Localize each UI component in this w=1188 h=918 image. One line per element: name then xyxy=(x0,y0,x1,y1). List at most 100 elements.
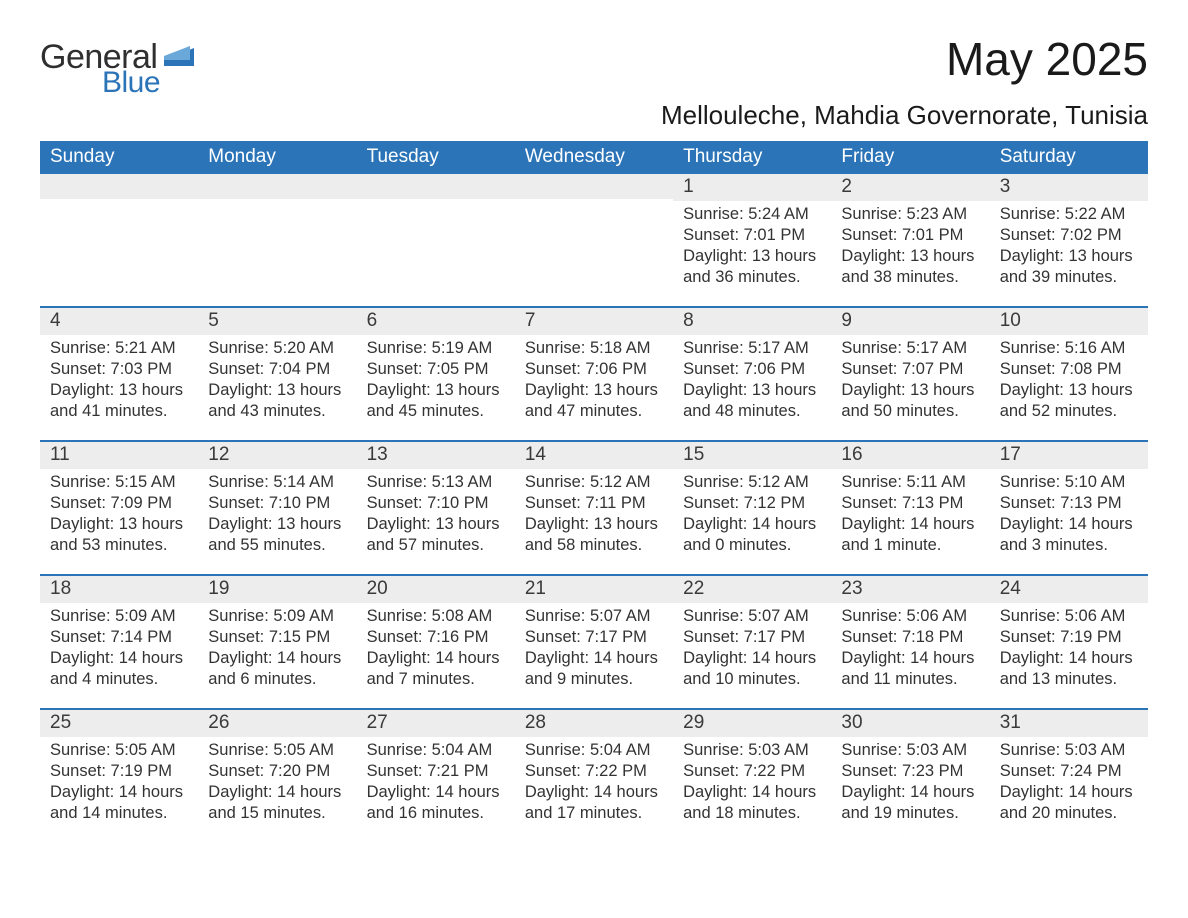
daylight-line: Daylight: 13 hours and 45 minutes. xyxy=(367,380,505,422)
day-cell: 14Sunrise: 5:12 AMSunset: 7:11 PMDayligh… xyxy=(515,442,673,574)
day-body: Sunrise: 5:07 AMSunset: 7:17 PMDaylight:… xyxy=(515,603,673,690)
daylight-line: Daylight: 13 hours and 36 minutes. xyxy=(683,246,821,288)
sunrise-line: Sunrise: 5:10 AM xyxy=(1000,472,1138,493)
day-body xyxy=(40,199,198,202)
daylight-line: Daylight: 13 hours and 57 minutes. xyxy=(367,514,505,556)
weekday-header: Monday xyxy=(198,141,356,174)
weekday-header-row: SundayMondayTuesdayWednesdayThursdayFrid… xyxy=(40,141,1148,174)
day-cell: 29Sunrise: 5:03 AMSunset: 7:22 PMDayligh… xyxy=(673,710,831,842)
day-number: 13 xyxy=(357,442,515,469)
day-number: 25 xyxy=(40,710,198,737)
day-number: 17 xyxy=(990,442,1148,469)
title-block: May 2025 Mellouleche, Mahdia Governorate… xyxy=(661,36,1148,131)
sunrise-line: Sunrise: 5:19 AM xyxy=(367,338,505,359)
day-number xyxy=(198,174,356,199)
week-row: 4Sunrise: 5:21 AMSunset: 7:03 PMDaylight… xyxy=(40,306,1148,440)
sunrise-line: Sunrise: 5:08 AM xyxy=(367,606,505,627)
sunset-line: Sunset: 7:10 PM xyxy=(367,493,505,514)
day-number: 19 xyxy=(198,576,356,603)
brand-logo: General Blue xyxy=(40,36,198,98)
day-number: 3 xyxy=(990,174,1148,201)
sunset-line: Sunset: 7:16 PM xyxy=(367,627,505,648)
day-number: 11 xyxy=(40,442,198,469)
sunrise-line: Sunrise: 5:05 AM xyxy=(208,740,346,761)
sunset-line: Sunset: 7:06 PM xyxy=(525,359,663,380)
day-number: 10 xyxy=(990,308,1148,335)
day-number xyxy=(357,174,515,199)
sunset-line: Sunset: 7:22 PM xyxy=(525,761,663,782)
sunrise-line: Sunrise: 5:14 AM xyxy=(208,472,346,493)
day-number: 5 xyxy=(198,308,356,335)
day-number: 16 xyxy=(831,442,989,469)
sunrise-line: Sunrise: 5:17 AM xyxy=(841,338,979,359)
daylight-line: Daylight: 14 hours and 4 minutes. xyxy=(50,648,188,690)
calendar-body: 1Sunrise: 5:24 AMSunset: 7:01 PMDaylight… xyxy=(40,174,1148,842)
day-body: Sunrise: 5:06 AMSunset: 7:19 PMDaylight:… xyxy=(990,603,1148,690)
weekday-header: Thursday xyxy=(673,141,831,174)
daylight-line: Daylight: 14 hours and 0 minutes. xyxy=(683,514,821,556)
flag-icon xyxy=(164,42,198,68)
day-body: Sunrise: 5:21 AMSunset: 7:03 PMDaylight:… xyxy=(40,335,198,422)
daylight-line: Daylight: 14 hours and 1 minute. xyxy=(841,514,979,556)
day-number: 14 xyxy=(515,442,673,469)
day-number: 21 xyxy=(515,576,673,603)
day-body: Sunrise: 5:18 AMSunset: 7:06 PMDaylight:… xyxy=(515,335,673,422)
daylight-line: Daylight: 13 hours and 55 minutes. xyxy=(208,514,346,556)
sunrise-line: Sunrise: 5:06 AM xyxy=(841,606,979,627)
calendar: SundayMondayTuesdayWednesdayThursdayFrid… xyxy=(40,141,1148,842)
sunset-line: Sunset: 7:04 PM xyxy=(208,359,346,380)
sunrise-line: Sunrise: 5:24 AM xyxy=(683,204,821,225)
weekday-header: Tuesday xyxy=(357,141,515,174)
day-number: 28 xyxy=(515,710,673,737)
day-number: 15 xyxy=(673,442,831,469)
sunrise-line: Sunrise: 5:03 AM xyxy=(1000,740,1138,761)
sunset-line: Sunset: 7:09 PM xyxy=(50,493,188,514)
sunset-line: Sunset: 7:02 PM xyxy=(1000,225,1138,246)
day-cell: 2Sunrise: 5:23 AMSunset: 7:01 PMDaylight… xyxy=(831,174,989,306)
day-body: Sunrise: 5:07 AMSunset: 7:17 PMDaylight:… xyxy=(673,603,831,690)
sunrise-line: Sunrise: 5:04 AM xyxy=(525,740,663,761)
sunrise-line: Sunrise: 5:06 AM xyxy=(1000,606,1138,627)
day-body: Sunrise: 5:14 AMSunset: 7:10 PMDaylight:… xyxy=(198,469,356,556)
day-body xyxy=(357,199,515,202)
day-cell: 22Sunrise: 5:07 AMSunset: 7:17 PMDayligh… xyxy=(673,576,831,708)
sunrise-line: Sunrise: 5:07 AM xyxy=(683,606,821,627)
day-number: 4 xyxy=(40,308,198,335)
day-cell xyxy=(198,174,356,306)
daylight-line: Daylight: 14 hours and 16 minutes. xyxy=(367,782,505,824)
sunrise-line: Sunrise: 5:09 AM xyxy=(50,606,188,627)
sunrise-line: Sunrise: 5:04 AM xyxy=(367,740,505,761)
day-body: Sunrise: 5:06 AMSunset: 7:18 PMDaylight:… xyxy=(831,603,989,690)
sunset-line: Sunset: 7:13 PM xyxy=(841,493,979,514)
daylight-line: Daylight: 13 hours and 38 minutes. xyxy=(841,246,979,288)
day-body: Sunrise: 5:09 AMSunset: 7:14 PMDaylight:… xyxy=(40,603,198,690)
sunset-line: Sunset: 7:13 PM xyxy=(1000,493,1138,514)
day-cell: 27Sunrise: 5:04 AMSunset: 7:21 PMDayligh… xyxy=(357,710,515,842)
weekday-header: Friday xyxy=(831,141,989,174)
daylight-line: Daylight: 13 hours and 48 minutes. xyxy=(683,380,821,422)
day-number: 31 xyxy=(990,710,1148,737)
day-number: 6 xyxy=(357,308,515,335)
page: General Blue May 2025 Mellouleche, Mahdi… xyxy=(0,0,1188,862)
sunset-line: Sunset: 7:14 PM xyxy=(50,627,188,648)
day-cell: 16Sunrise: 5:11 AMSunset: 7:13 PMDayligh… xyxy=(831,442,989,574)
day-cell: 12Sunrise: 5:14 AMSunset: 7:10 PMDayligh… xyxy=(198,442,356,574)
sunset-line: Sunset: 7:07 PM xyxy=(841,359,979,380)
day-body: Sunrise: 5:03 AMSunset: 7:23 PMDaylight:… xyxy=(831,737,989,824)
daylight-line: Daylight: 13 hours and 47 minutes. xyxy=(525,380,663,422)
day-number: 9 xyxy=(831,308,989,335)
weekday-header: Wednesday xyxy=(515,141,673,174)
sunset-line: Sunset: 7:21 PM xyxy=(367,761,505,782)
day-cell: 6Sunrise: 5:19 AMSunset: 7:05 PMDaylight… xyxy=(357,308,515,440)
day-cell: 24Sunrise: 5:06 AMSunset: 7:19 PMDayligh… xyxy=(990,576,1148,708)
day-number: 26 xyxy=(198,710,356,737)
day-cell: 31Sunrise: 5:03 AMSunset: 7:24 PMDayligh… xyxy=(990,710,1148,842)
day-cell: 21Sunrise: 5:07 AMSunset: 7:17 PMDayligh… xyxy=(515,576,673,708)
day-cell: 9Sunrise: 5:17 AMSunset: 7:07 PMDaylight… xyxy=(831,308,989,440)
day-number xyxy=(515,174,673,199)
sunset-line: Sunset: 7:11 PM xyxy=(525,493,663,514)
location: Mellouleche, Mahdia Governorate, Tunisia xyxy=(661,100,1148,131)
day-cell: 3Sunrise: 5:22 AMSunset: 7:02 PMDaylight… xyxy=(990,174,1148,306)
sunset-line: Sunset: 7:20 PM xyxy=(208,761,346,782)
sunrise-line: Sunrise: 5:22 AM xyxy=(1000,204,1138,225)
